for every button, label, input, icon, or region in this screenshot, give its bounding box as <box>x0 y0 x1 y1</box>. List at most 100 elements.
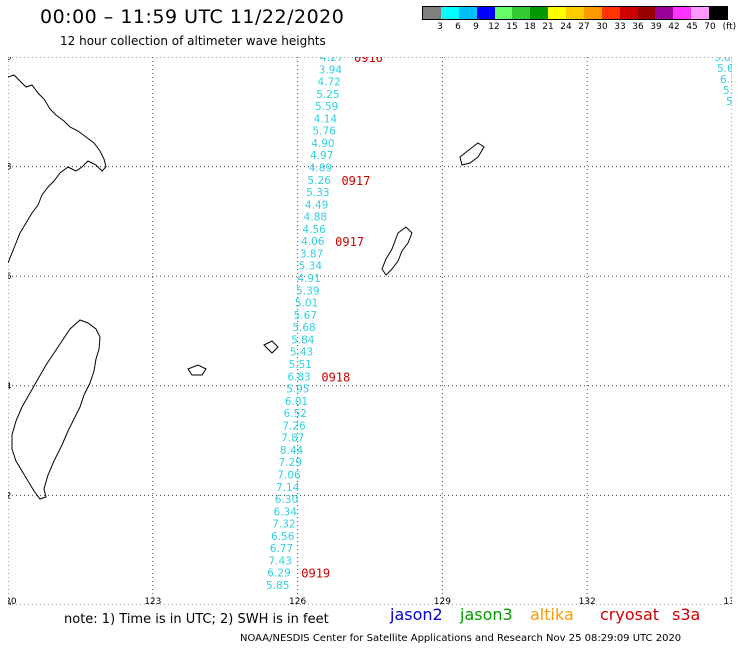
swh-value: 5.84 <box>291 334 315 346</box>
swh-value: 5.39 <box>296 285 319 297</box>
swh-value-edge: 5. <box>723 85 732 97</box>
swh-value: 7.87 <box>281 433 304 445</box>
altimeter-track: 4.273.944.725.255.594.145.764.904.974.89… <box>266 57 732 592</box>
x-tick-label: 135 <box>723 597 732 605</box>
swh-value: 5.25 <box>316 89 339 101</box>
legend-swatch <box>691 7 709 19</box>
swh-value: 4.56 <box>302 224 326 236</box>
legend-swatch <box>458 7 477 19</box>
legend-swatch <box>619 7 638 19</box>
swh-value: 5.01 <box>295 298 318 310</box>
legend-label: 9 <box>473 22 479 32</box>
swh-value: 5.68 <box>292 322 315 334</box>
legend-swatch <box>709 7 727 19</box>
legend-label: 27 <box>578 22 590 32</box>
axis-labels: 120 123 126 129 132 135 30 28 26 24 22 20 <box>8 57 732 605</box>
legend-label: 33 <box>614 22 626 32</box>
legend-unit: (ft) <box>722 22 737 32</box>
legend-swatch <box>655 7 674 19</box>
amami-island <box>459 142 485 166</box>
swh-value: 7.14 <box>276 482 300 494</box>
swh-value: 5.43 <box>290 347 313 359</box>
y-tick-label: 24 <box>8 382 12 392</box>
swh-value: 5.76 <box>312 126 336 138</box>
swh-value: 6.29 <box>267 568 290 580</box>
legend-label: 18 <box>524 22 536 32</box>
swh-value-edge: 6.3 <box>720 74 732 86</box>
swh-value-edge: 5.88 <box>714 57 732 64</box>
satellite-altika: altika <box>530 605 574 624</box>
y-tick-label: 20 <box>8 601 12 605</box>
satellite-cryosat: cryosat <box>600 605 660 624</box>
legend-swatch <box>548 7 566 19</box>
swh-value: 6.01 <box>285 396 308 408</box>
x-tick-label: 126 <box>289 597 306 605</box>
lat-lon-grid <box>8 57 732 605</box>
miyako-island <box>263 340 279 354</box>
pass-time-label: 0917 <box>341 174 370 188</box>
pass-time-label: 0918 <box>321 370 350 384</box>
coastlines <box>8 74 485 500</box>
swh-value: 6.83 <box>287 371 310 383</box>
swh-value-edge: 5 <box>726 96 732 108</box>
swh-value: 5.85 <box>266 580 289 592</box>
map-area: 4.273.944.725.255.594.145.764.904.974.89… <box>8 57 732 605</box>
legend-label: 6 <box>455 22 461 32</box>
legend-swatch <box>637 7 656 19</box>
swh-value: 4.88 <box>304 212 327 224</box>
swh-value: 4.89 <box>309 163 332 175</box>
swh-value: 4.06 <box>301 236 325 248</box>
swh-value: 4.49 <box>305 199 328 211</box>
okinawa-island <box>381 226 413 276</box>
swh-value: 4.72 <box>317 77 340 89</box>
swh-value: 5.51 <box>289 359 312 371</box>
swh-value: 4.27 <box>320 57 343 64</box>
swh-value: 6.77 <box>270 543 293 555</box>
legend-swatch <box>583 7 602 19</box>
y-tick-label: 30 <box>8 57 12 63</box>
y-tick-label: 28 <box>8 163 12 173</box>
legend-label: 45 <box>686 22 698 32</box>
map-title: 00:00 – 11:59 UTC 11/22/2020 <box>40 6 345 28</box>
swh-value: 4.90 <box>311 138 334 150</box>
legend-label: 42 <box>668 22 680 32</box>
legend-label: 24 <box>560 22 572 32</box>
legend-swatch <box>673 7 692 19</box>
y-tick-label: 26 <box>8 272 12 282</box>
swh-value: 4.14 <box>314 113 338 125</box>
x-tick-label: 132 <box>579 597 596 605</box>
legend-swatch <box>512 7 531 19</box>
swh-value: 6.56 <box>271 531 295 543</box>
swh-value: 6.30 <box>275 494 298 506</box>
legend-label: 36 <box>632 22 644 32</box>
swh-value: 5.59 <box>315 101 338 113</box>
pass-time-label: 0919 <box>301 567 330 581</box>
legend-label: 30 <box>596 22 608 32</box>
y-tick-label: 22 <box>8 491 11 501</box>
swh-value: 7.32 <box>272 519 295 531</box>
x-tick-label: 123 <box>144 597 161 605</box>
swh-value: 5.34 <box>299 261 323 273</box>
legend-label: 39 <box>650 22 662 32</box>
legend-label: 15 <box>506 22 518 32</box>
legend-label: 12 <box>488 22 500 32</box>
x-tick-label: 120 <box>8 597 17 605</box>
swh-value: 4.91 <box>297 273 320 285</box>
swh-value: 5.95 <box>286 384 309 396</box>
swh-value: 7.43 <box>269 555 292 567</box>
swh-value: 6.34 <box>274 506 298 518</box>
swh-value: 5.26 <box>307 175 331 187</box>
legend-swatch <box>440 7 459 19</box>
legend-label: 3 <box>437 22 443 32</box>
legend-swatch <box>530 7 549 19</box>
map-background <box>8 57 732 605</box>
swh-value-edge: 5.6 <box>717 63 732 75</box>
swh-value: 6.52 <box>284 408 307 420</box>
footer-credit: NOAA/NESDIS Center for Satellite Applica… <box>240 633 682 644</box>
satellite-s3a: s3a <box>672 605 701 624</box>
swh-value: 7.06 <box>277 469 301 481</box>
legend-label: 21 <box>542 22 554 32</box>
legend-swatch <box>601 7 620 19</box>
yaeyama-islands <box>187 364 207 376</box>
